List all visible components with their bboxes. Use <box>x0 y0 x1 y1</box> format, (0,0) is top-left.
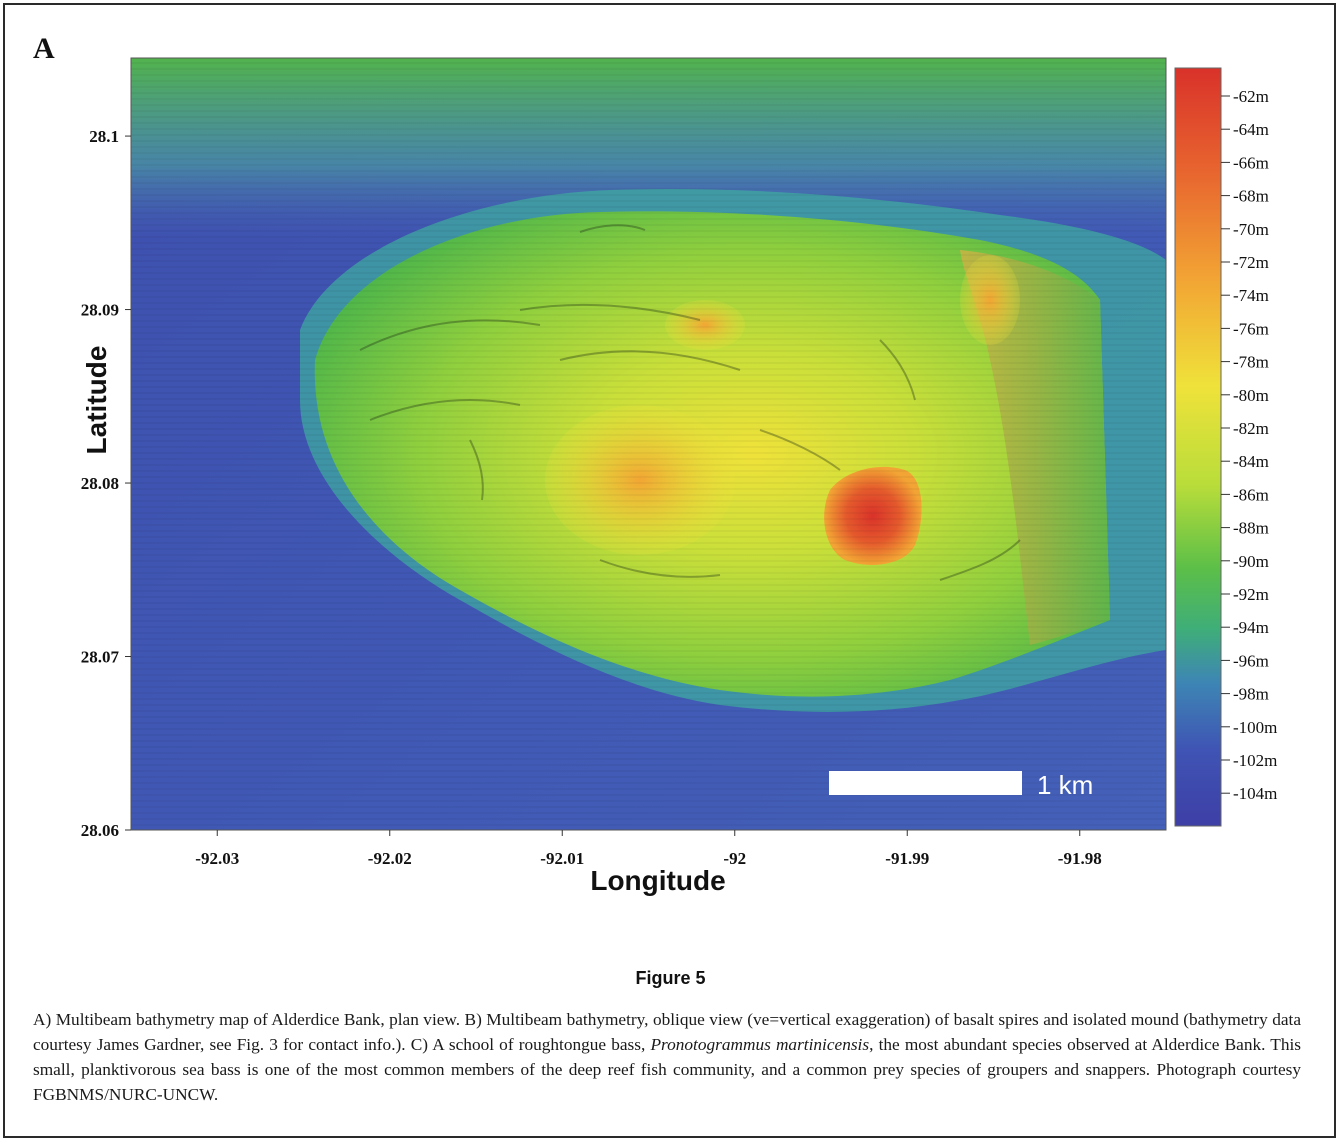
colorbar-tick-label: -102m <box>1233 751 1277 770</box>
colorbar-tick-label: -78m <box>1233 353 1269 372</box>
colorbar-tick-label: -92m <box>1233 585 1269 604</box>
map-raster: 1 km <box>131 58 1166 830</box>
x-axis-ticks: -92.03 -92.02 -92.01 -92 -91.99 -91.98 <box>195 830 1102 868</box>
colorbar-tick-label: -64m <box>1233 120 1269 139</box>
colorbar-tick-label: -80m <box>1233 386 1269 405</box>
caption-species-name: Pronotogrammus martinicensis <box>650 1035 870 1054</box>
x-tick-label: -91.98 <box>1058 849 1102 868</box>
colorbar-tick-label: -62m <box>1233 87 1269 106</box>
colorbar-tick-label: -84m <box>1233 452 1269 471</box>
panel-label: A <box>33 32 55 65</box>
x-tick-label: -92.01 <box>540 849 584 868</box>
scale-bar-label: 1 km <box>1037 770 1093 800</box>
y-tick-label: 28.1 <box>89 127 119 146</box>
x-tick-label: -92.03 <box>195 849 239 868</box>
x-tick-label: -91.99 <box>885 849 929 868</box>
x-tick-label: -92.02 <box>368 849 412 868</box>
colorbar-tick-label: -88m <box>1233 519 1269 538</box>
colorbar <box>1174 67 1222 827</box>
colorbar-tick-label: -96m <box>1233 651 1269 670</box>
colorbar-tick-label: -74m <box>1233 286 1269 305</box>
bathymetry-map: 1 km -62m -64m -66m -68m -70m -72m -74m -76m -78… <box>81 57 1277 896</box>
figure-title: Figure 5 <box>635 968 706 988</box>
colorbar-tick-label: -104m <box>1233 784 1277 803</box>
y-tick-label: 28.06 <box>81 821 119 840</box>
colorbar-tick-label: -66m <box>1233 153 1269 172</box>
colorbar-tick-label: -70m <box>1233 220 1269 239</box>
map-border <box>130 57 1167 831</box>
y-axis-title: Latitude <box>81 346 112 455</box>
colorbar-ticks: -62m -64m -66m -68m -70m -72m -74m -76m -78m -80m… <box>1221 87 1277 803</box>
y-axis-ticks: 28.1 28.09 28.08 28.07 28.06 <box>81 127 131 840</box>
x-axis-title: Longitude <box>590 865 725 896</box>
colorbar-tick-label: -68m <box>1233 187 1269 206</box>
scale-bar <box>829 771 1022 795</box>
colorbar-tick-label: -72m <box>1233 253 1269 272</box>
caption-part-2: , the most abundant species observed at … <box>33 1035 1301 1104</box>
caption-part-1: A) Multibeam bathymetry map of Alderdice… <box>33 1010 1301 1054</box>
y-tick-label: 28.08 <box>81 474 119 493</box>
colorbar-tick-label: -90m <box>1233 552 1269 571</box>
colorbar-tick-label: -82m <box>1233 419 1269 438</box>
colorbar-tick-label: -86m <box>1233 485 1269 504</box>
y-tick-label: 28.07 <box>81 648 120 667</box>
figure-caption: A) Multibeam bathymetry map of Alderdice… <box>33 1007 1301 1107</box>
colorbar-tick-label: -94m <box>1233 618 1269 637</box>
colorbar-tick-label: -98m <box>1233 685 1269 704</box>
y-tick-label: 28.09 <box>81 301 119 320</box>
x-tick-label: -92 <box>723 849 746 868</box>
colorbar-tick-label: -76m <box>1233 319 1269 338</box>
colorbar-tick-label: -100m <box>1233 718 1277 737</box>
